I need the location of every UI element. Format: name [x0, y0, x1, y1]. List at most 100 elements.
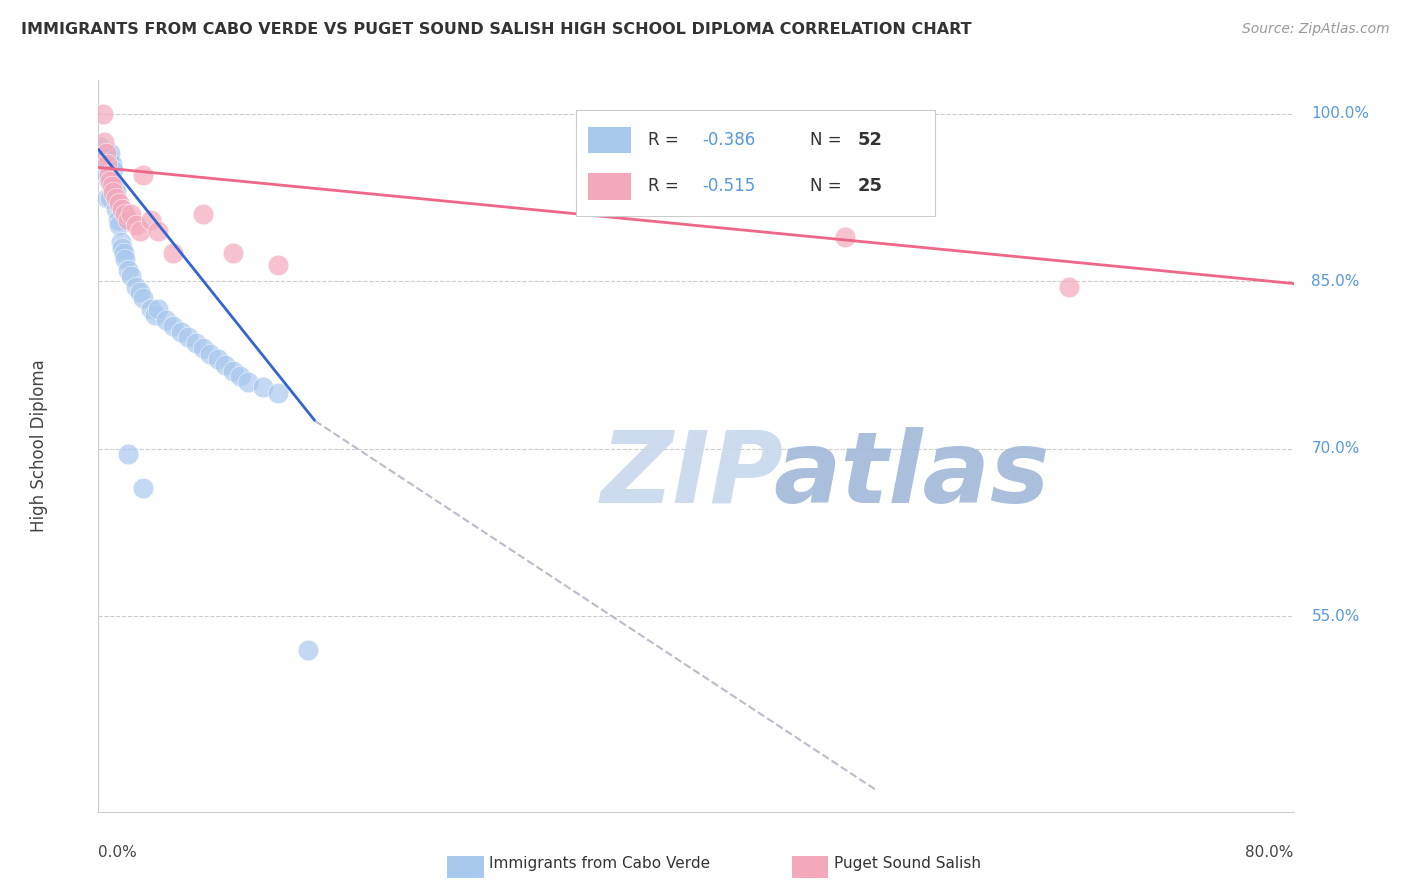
Text: -0.515: -0.515	[702, 178, 755, 195]
Text: IMMIGRANTS FROM CABO VERDE VS PUGET SOUND SALISH HIGH SCHOOL DIPLOMA CORRELATION: IMMIGRANTS FROM CABO VERDE VS PUGET SOUN…	[21, 22, 972, 37]
Point	[91, 157, 114, 171]
Text: 52: 52	[858, 131, 883, 149]
Text: N =: N =	[810, 131, 846, 149]
Point	[114, 252, 136, 266]
Point	[143, 308, 166, 322]
Point	[120, 207, 142, 221]
Point	[91, 107, 114, 121]
Point	[91, 145, 114, 160]
Point	[177, 330, 200, 344]
Point	[267, 386, 290, 401]
Point	[1059, 280, 1081, 294]
Point	[96, 190, 118, 204]
Text: Puget Sound Salish: Puget Sound Salish	[834, 856, 981, 871]
Text: R =: R =	[648, 131, 685, 149]
Point	[101, 179, 124, 194]
Point	[120, 268, 142, 283]
Text: High School Diploma: High School Diploma	[30, 359, 48, 533]
Point	[129, 285, 152, 300]
Point	[132, 481, 155, 495]
Point	[125, 219, 148, 233]
Point	[162, 318, 184, 333]
Point	[108, 219, 131, 233]
Point	[98, 174, 122, 188]
Point	[191, 341, 214, 355]
Point	[111, 241, 134, 255]
Point	[105, 190, 128, 204]
Point	[132, 291, 155, 305]
Point	[108, 196, 131, 211]
FancyBboxPatch shape	[576, 110, 935, 216]
Point	[104, 179, 127, 194]
Point	[139, 302, 162, 317]
Point	[98, 145, 122, 160]
Text: 25: 25	[858, 178, 883, 195]
Point	[93, 135, 115, 149]
Point	[229, 369, 252, 384]
Point	[222, 363, 245, 377]
Point	[103, 179, 125, 194]
Point	[105, 185, 128, 199]
Point	[93, 157, 115, 171]
Point	[96, 145, 118, 160]
Point	[107, 212, 129, 227]
Text: 70.0%: 70.0%	[1312, 442, 1360, 457]
Point	[129, 224, 152, 238]
Text: 100.0%: 100.0%	[1312, 106, 1369, 121]
Point	[103, 185, 125, 199]
Point	[117, 447, 139, 461]
Point	[94, 168, 117, 182]
Point	[297, 642, 319, 657]
Point	[117, 212, 139, 227]
Point	[103, 162, 125, 177]
Point	[132, 168, 155, 182]
Point	[207, 352, 229, 367]
Point	[222, 246, 245, 260]
Point	[834, 229, 856, 244]
Point	[94, 145, 117, 160]
Point	[117, 263, 139, 277]
Point	[98, 190, 122, 204]
FancyBboxPatch shape	[589, 173, 631, 200]
FancyBboxPatch shape	[589, 127, 631, 153]
Point	[111, 202, 134, 216]
Text: Source: ZipAtlas.com: Source: ZipAtlas.com	[1241, 22, 1389, 37]
Text: -0.386: -0.386	[702, 131, 755, 149]
Point	[148, 302, 170, 317]
Point	[139, 212, 162, 227]
Point	[90, 152, 112, 166]
Text: 80.0%: 80.0%	[1246, 845, 1294, 860]
Point	[169, 325, 191, 339]
Point	[110, 235, 132, 250]
Point	[214, 358, 236, 372]
Text: 0.0%: 0.0%	[98, 845, 138, 860]
Point	[96, 168, 118, 182]
Point	[148, 224, 170, 238]
Point	[101, 157, 124, 171]
Point	[96, 157, 118, 171]
Point	[94, 152, 117, 166]
Text: ZIP: ZIP	[600, 426, 783, 524]
Text: N =: N =	[810, 178, 846, 195]
Point	[191, 207, 214, 221]
Point	[101, 179, 124, 194]
Point	[97, 168, 120, 182]
Point	[162, 246, 184, 260]
Point	[155, 313, 177, 327]
Text: Immigrants from Cabo Verde: Immigrants from Cabo Verde	[489, 856, 710, 871]
Point	[112, 246, 135, 260]
Point	[184, 335, 207, 350]
Point	[252, 380, 274, 394]
Text: atlas: atlas	[773, 426, 1050, 524]
Point	[97, 174, 120, 188]
Text: 85.0%: 85.0%	[1312, 274, 1360, 289]
Point	[89, 140, 111, 154]
Point	[267, 258, 290, 272]
Point	[200, 347, 222, 361]
Point	[125, 280, 148, 294]
Text: 55.0%: 55.0%	[1312, 609, 1360, 624]
Text: R =: R =	[648, 178, 685, 195]
Point	[97, 152, 120, 166]
Point	[236, 375, 259, 389]
Point	[105, 202, 128, 216]
